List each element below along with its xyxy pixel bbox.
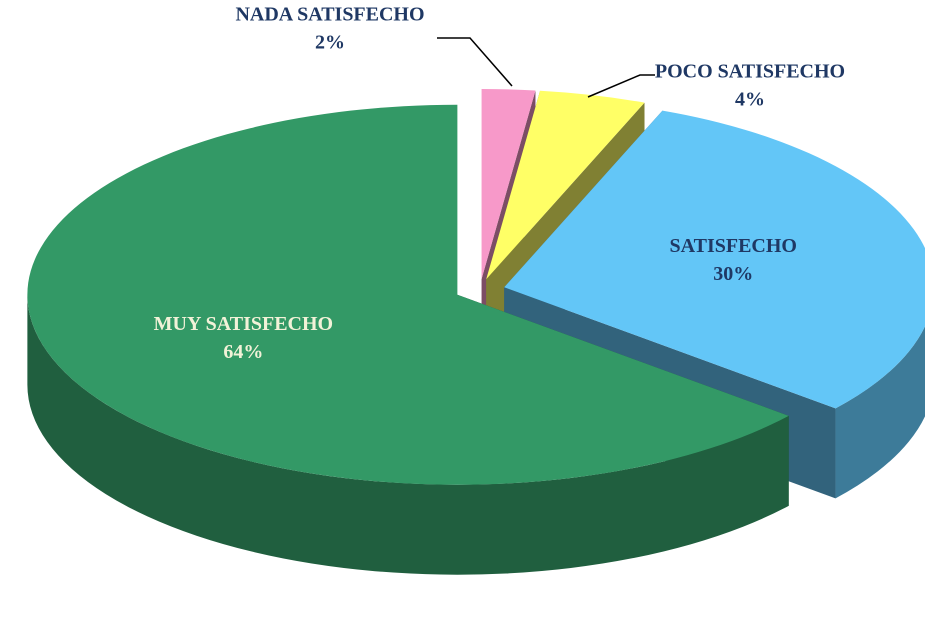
slice-label: POCO SATISFECHO: [655, 61, 845, 83]
slice-value-label: 2%: [315, 32, 345, 54]
slice-value-label: 4%: [735, 89, 765, 111]
pie-slice: [481, 88, 536, 279]
slice-tops: [27, 88, 925, 485]
pie-slice: [486, 90, 645, 280]
slice-side: [835, 326, 925, 499]
pie-slice: [27, 104, 789, 485]
slice-label: SATISFECHO: [670, 235, 797, 257]
slice-value-label: 30%: [713, 263, 753, 285]
leader-line: [437, 37, 513, 87]
pie-slice: [504, 110, 925, 409]
slice-side: [27, 294, 789, 575]
slice-label: NADA SATISFECHO: [235, 4, 424, 26]
slice-value-label: 64%: [223, 341, 263, 363]
slice-label: MUY SATISFECHO: [154, 313, 333, 335]
leader-line: [587, 74, 655, 98]
